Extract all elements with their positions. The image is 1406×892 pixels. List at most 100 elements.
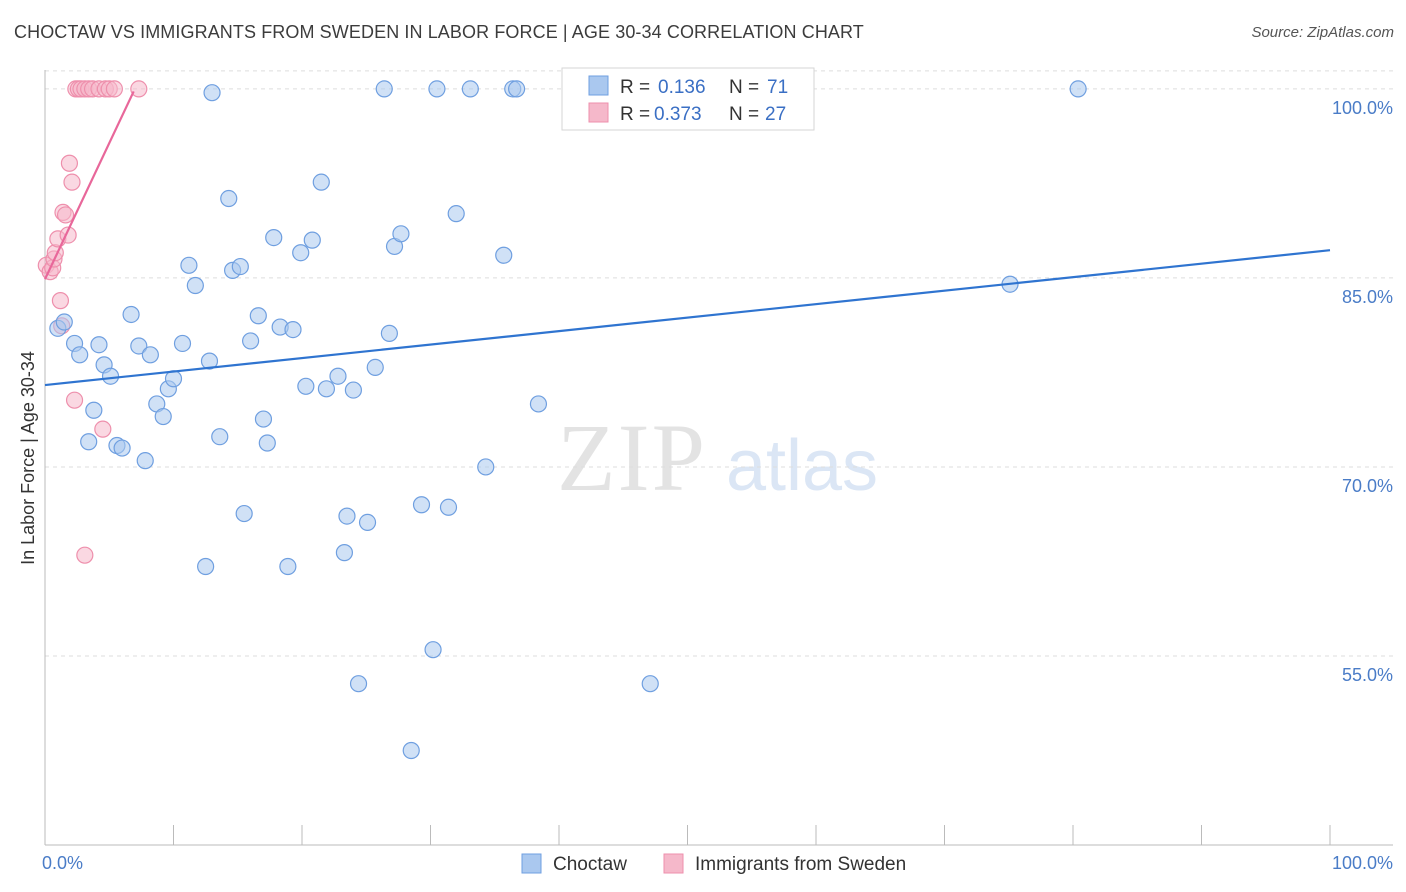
legend-swatch-sweden	[588, 102, 609, 123]
choctaw-point	[235, 504, 253, 523]
choctaw-points	[49, 80, 1087, 760]
choctaw-point	[366, 358, 384, 376]
choctaw-point	[641, 675, 659, 693]
y-tick-label: 70.0%	[1342, 476, 1393, 496]
legend-n-label-choctaw: N =	[729, 77, 759, 98]
choctaw-point	[428, 80, 446, 98]
choctaw-point	[254, 410, 273, 428]
watermark-atlas: atlas	[726, 426, 878, 506]
stats-legend: R = 0.136 N = 71 R = 0.373 N = 27	[561, 67, 815, 131]
trend-lines	[44, 90, 1331, 387]
legend-n-label-sweden: N =	[729, 104, 759, 125]
choctaw-trend-line	[44, 249, 1331, 387]
choctaw-point	[380, 324, 398, 342]
y-tick-label: 85.0%	[1342, 287, 1393, 307]
choctaw-point	[507, 80, 526, 98]
legend-r-label-choctaw: R =	[620, 77, 650, 98]
y-tick-label: 100.0%	[1332, 98, 1393, 118]
choctaw-point	[141, 346, 159, 364]
choctaw-point	[529, 395, 548, 413]
sweden-point	[63, 173, 81, 191]
choctaw-point	[265, 229, 283, 247]
choctaw-point	[284, 320, 302, 339]
choctaw-point	[358, 513, 377, 531]
choctaw-point	[55, 313, 73, 331]
choctaw-point	[130, 337, 148, 355]
choctaw-point	[101, 367, 120, 385]
choctaw-point	[292, 244, 310, 262]
choctaw-point	[1069, 80, 1087, 98]
choctaw-point	[312, 173, 330, 191]
choctaw-point	[349, 675, 368, 693]
bottom-legend-swatch-choctaw	[521, 853, 542, 874]
choctaw-point	[329, 367, 347, 385]
choctaw-point	[317, 380, 336, 398]
legend-r-value-sweden: 0.373	[654, 104, 702, 125]
bottom-legend-label-choctaw: Choctaw	[553, 854, 627, 875]
y-tick-labels: 55.0% 70.0% 85.0% 100.0%	[1332, 98, 1393, 685]
choctaw-point	[197, 557, 215, 576]
choctaw-point	[90, 336, 108, 354]
choctaw-point	[461, 80, 479, 98]
sweden-point	[56, 206, 75, 224]
bottom-legend-label-sweden: Immigrants from Sweden	[695, 854, 906, 875]
choctaw-point	[80, 433, 98, 451]
chart-title: CHOCTAW VS IMMIGRANTS FROM SWEDEN IN LAB…	[14, 22, 864, 42]
sweden-point	[76, 546, 94, 564]
choctaw-point	[186, 276, 204, 295]
y-tick-label: 55.0%	[1342, 665, 1393, 685]
sweden-point	[105, 80, 123, 98]
choctaw-point	[402, 741, 420, 760]
choctaw-point	[122, 305, 140, 324]
choctaw-point	[231, 257, 249, 276]
choctaw-point	[338, 507, 356, 525]
choctaw-point	[335, 544, 354, 562]
choctaw-point	[242, 332, 260, 350]
choctaw-point	[439, 498, 458, 516]
choctaw-point	[249, 307, 267, 325]
choctaw-point	[392, 225, 410, 243]
choctaw-point	[211, 428, 229, 446]
choctaw-point	[113, 439, 131, 457]
watermark-zip: ZIP	[557, 404, 707, 511]
x-tick-label-min: 0.0%	[42, 853, 83, 873]
axes	[44, 70, 1393, 846]
choctaw-point	[303, 231, 321, 249]
choctaw-point	[173, 334, 192, 353]
sweden-point	[60, 154, 79, 172]
choctaw-point	[136, 452, 154, 470]
legend-r-label-sweden: R =	[620, 104, 650, 125]
choctaw-point	[495, 246, 513, 264]
legend-n-value-choctaw: 71	[767, 77, 788, 98]
choctaw-point	[258, 434, 276, 452]
choctaw-point	[424, 641, 442, 659]
choctaw-point	[71, 346, 89, 364]
legend-n-value-sweden: 27	[765, 104, 786, 125]
choctaw-point	[220, 189, 238, 208]
choctaw-point	[154, 407, 172, 426]
choctaw-point	[447, 205, 465, 223]
choctaw-point	[375, 80, 393, 98]
x-tick-label-max: 100.0%	[1332, 853, 1393, 873]
legend-r-value-choctaw: 0.136	[658, 77, 706, 98]
choctaw-point	[200, 352, 219, 370]
sweden-point	[130, 80, 148, 98]
choctaw-point	[297, 377, 315, 395]
sweden-trend-line	[44, 90, 135, 280]
sweden-point	[51, 292, 70, 310]
choctaw-point	[203, 84, 221, 102]
choctaw-point	[85, 401, 103, 419]
bottom-legend-swatch-sweden	[663, 853, 684, 874]
choctaw-point	[477, 458, 495, 476]
legend-swatch-choctaw	[588, 75, 609, 96]
choctaw-point	[344, 381, 362, 399]
choctaw-point	[412, 496, 431, 514]
sweden-point	[65, 391, 84, 409]
source-credit: Source: ZipAtlas.com	[1251, 24, 1394, 41]
choctaw-point	[180, 256, 198, 274]
sweden-point	[94, 420, 112, 438]
y-axis-title: In Labor Force | Age 30-34	[18, 351, 38, 565]
choctaw-point	[279, 557, 297, 576]
series-legend: Choctaw Immigrants from Sweden	[521, 853, 906, 875]
